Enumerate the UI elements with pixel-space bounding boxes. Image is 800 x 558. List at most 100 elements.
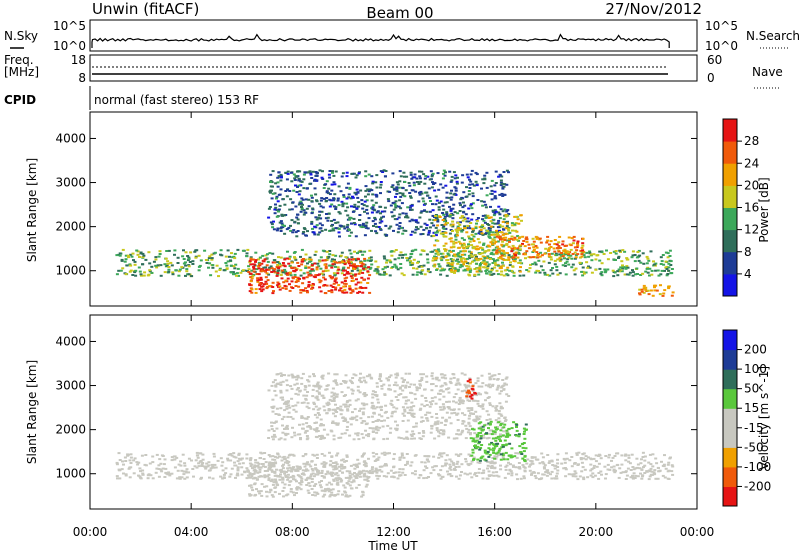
scatter-cell <box>488 217 491 219</box>
scatter-cell <box>295 176 298 178</box>
scatter-cell <box>550 246 553 248</box>
scatter-cell <box>173 254 176 256</box>
power-scatter <box>115 169 674 297</box>
scatter-cell <box>239 272 242 274</box>
scatter-cell <box>225 265 228 267</box>
scatter-cell <box>182 473 185 475</box>
scatter-cell <box>533 241 536 243</box>
scatter-cell <box>127 255 130 257</box>
scatter-cell <box>459 384 462 386</box>
y-tick-label: 3000 <box>55 176 86 190</box>
scatter-cell <box>594 475 597 477</box>
scatter-cell <box>286 416 289 418</box>
scatter-cell <box>310 174 313 176</box>
scatter-cell <box>426 418 429 420</box>
scatter-cell <box>394 382 397 384</box>
scatter-cell <box>429 200 432 202</box>
scatter-cell <box>322 206 325 208</box>
scatter-cell <box>329 399 332 401</box>
scatter-cell <box>289 416 292 418</box>
scatter-cell <box>398 254 401 256</box>
scatter-cell <box>480 435 483 437</box>
scatter-cell <box>299 437 302 439</box>
scatter-cell <box>453 254 456 256</box>
scatter-cell <box>470 244 473 246</box>
scatter-cell <box>422 432 425 434</box>
scatter-cell <box>418 217 421 219</box>
scatter-cell <box>452 204 455 206</box>
scatter-cell <box>646 268 649 270</box>
scatter-cell <box>333 480 336 482</box>
scatter-cell <box>333 435 336 437</box>
scatter-cell <box>665 261 668 263</box>
scatter-cell <box>316 266 319 268</box>
scatter-cell <box>454 469 457 471</box>
scatter-cell <box>463 390 466 392</box>
scatter-cell <box>593 465 596 467</box>
scatter-cell <box>521 443 524 445</box>
scatter-cell <box>634 254 637 256</box>
scatter-cell <box>498 373 501 375</box>
scatter-cell <box>262 288 265 290</box>
scatter-cell <box>401 453 404 455</box>
scatter-cell <box>326 434 329 436</box>
scatter-cell <box>237 466 240 468</box>
scatter-cell <box>290 436 293 438</box>
scatter-cell <box>446 201 449 203</box>
scatter-cell <box>220 249 223 251</box>
scatter-cell <box>280 176 283 178</box>
scatter-cell <box>448 401 451 403</box>
scatter-cell <box>550 259 553 261</box>
scatter-cell <box>343 196 346 198</box>
scatter-cell <box>270 265 273 267</box>
scatter-cell <box>177 470 180 472</box>
scatter-cell <box>167 263 170 265</box>
scatter-cell <box>285 272 288 274</box>
scatter-cell <box>586 476 589 478</box>
scatter-cell <box>433 190 436 192</box>
scatter-cell <box>556 462 559 464</box>
scatter-cell <box>344 210 347 212</box>
scatter-cell <box>447 253 450 255</box>
scatter-cell <box>330 220 333 222</box>
scatter-cell <box>488 402 491 404</box>
scatter-cell <box>545 242 548 244</box>
scatter-cell <box>334 287 337 289</box>
scatter-cell <box>524 460 527 462</box>
scatter-cell <box>444 185 447 187</box>
scatter-cell <box>300 377 303 379</box>
scatter-cell <box>351 393 354 395</box>
scatter-cell <box>616 274 619 276</box>
scatter-cell <box>441 373 444 375</box>
scatter-cell <box>489 404 492 406</box>
scatter-cell <box>374 261 377 263</box>
scatter-cell <box>225 256 228 258</box>
scatter-cell <box>468 385 471 387</box>
scatter-cell <box>304 386 307 388</box>
scatter-cell <box>333 219 336 221</box>
scatter-cell <box>505 444 508 446</box>
scatter-cell <box>190 275 193 277</box>
scatter-cell <box>292 418 295 420</box>
scatter-cell <box>442 219 445 221</box>
scatter-cell <box>546 454 549 456</box>
scatter-cell <box>662 475 665 477</box>
scatter-cell <box>287 375 290 377</box>
scatter-cell <box>141 455 144 457</box>
scatter-cell <box>436 377 439 379</box>
scatter-cell <box>250 465 253 467</box>
scatter-cell <box>143 275 146 277</box>
scatter-cell <box>491 193 494 195</box>
scatter-cell <box>404 464 407 466</box>
scatter-cell <box>371 212 374 214</box>
scatter-cell <box>490 274 493 276</box>
y-tick-label: 1000 <box>55 264 86 278</box>
scatter-cell <box>426 412 429 414</box>
scatter-cell <box>461 215 464 217</box>
scatter-cell <box>361 254 364 256</box>
scatter-cell <box>581 245 584 247</box>
scatter-cell <box>480 200 483 202</box>
scatter-cell <box>378 378 381 380</box>
scatter-cell <box>546 240 549 242</box>
